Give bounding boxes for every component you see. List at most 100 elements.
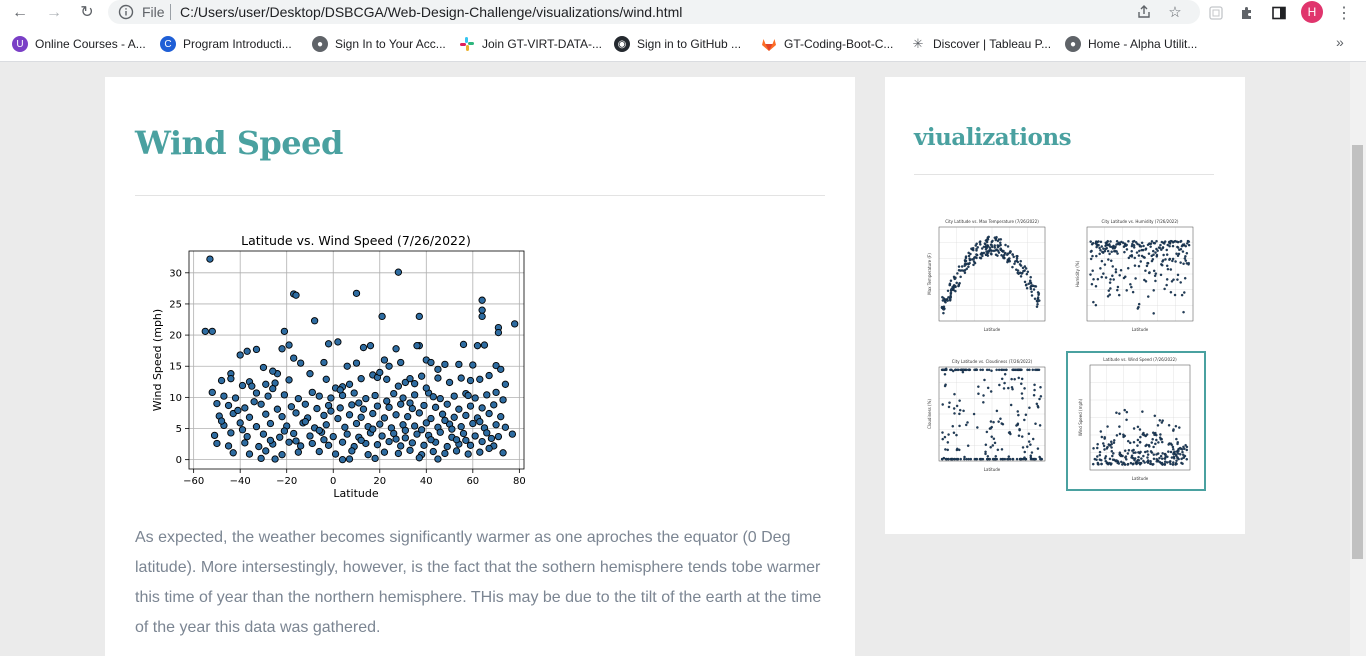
extensions-icon[interactable] <box>1236 2 1258 24</box>
thumbnail-point <box>1105 461 1109 465</box>
thumbnail-point <box>985 240 989 244</box>
thumbnail-point <box>1106 445 1109 449</box>
thumbnail-point <box>992 249 996 253</box>
bookmark-github-sign-in[interactable]: ◉ Sign in to GitHub ... <box>614 35 741 53</box>
thumbnail-point <box>962 368 965 372</box>
data-point <box>297 359 305 367</box>
thumbnail-point <box>1007 457 1010 461</box>
more-bookmarks-chevron-icon[interactable]: » <box>1336 34 1344 50</box>
thumbnail-point <box>1125 418 1128 422</box>
data-point <box>464 450 472 458</box>
thumbnail-point <box>1098 458 1102 461</box>
thumbnail-point <box>1015 257 1019 260</box>
thumbnail-point <box>957 284 960 287</box>
thumbnail-point <box>1152 431 1155 434</box>
data-point <box>315 426 323 435</box>
thumbnail-point <box>1161 419 1164 422</box>
thumbnail-humidity[interactable]: City Latitude vs. Humidity (7/26/2022) La… <box>1071 217 1201 337</box>
scrollbar-thumb[interactable] <box>1352 145 1363 559</box>
reload-icon[interactable]: ↻ <box>80 4 94 21</box>
tableau-icon: ✳ <box>912 36 924 51</box>
thumbnail-point <box>1089 273 1092 276</box>
thumbnail-point <box>1100 462 1103 466</box>
thumbnail-cloudiness[interactable]: City Latitude vs. Cloudiness (7/26/2022)… <box>923 357 1053 477</box>
thumbnail-point <box>960 265 964 268</box>
thumbnail-point <box>1092 278 1095 281</box>
thumbnail-wind-speed[interactable]: Latitude vs. Wind Speed (7/26/2022) Latit… <box>1066 351 1206 491</box>
thumbnail-point <box>1171 244 1175 248</box>
bookmark-home-alpha-utilities[interactable]: ● Home - Alpha Utilit... <box>1065 35 1197 53</box>
thumbnail-point <box>1107 258 1110 261</box>
thumbnail-point <box>1179 453 1182 456</box>
menu-kebab-icon[interactable]: ⋮ <box>1336 5 1352 22</box>
data-point <box>411 380 419 388</box>
thumbnail-point <box>1140 248 1143 252</box>
thumbnail-point <box>1002 249 1005 253</box>
thumbnail-point <box>944 367 948 371</box>
thumbnail-point <box>1163 457 1167 460</box>
info-icon[interactable] <box>118 4 134 20</box>
bookmarks-bar: U Online Courses - A... C Program Introd… <box>0 25 1366 62</box>
address-bar[interactable]: File C:/Users/user/Desktop/DSBCGA/Web-De… <box>108 0 1200 24</box>
thumbnail-point <box>1150 254 1153 258</box>
thumbnail-point <box>1147 252 1151 255</box>
back-arrow-icon[interactable]: ← <box>12 4 28 21</box>
thumbnail-point <box>1160 240 1164 244</box>
bookmark-star-icon[interactable]: ☆ <box>1168 4 1182 21</box>
bookmark-sign-in-account[interactable]: ● Sign In to Your Acc... <box>312 35 446 53</box>
data-point <box>201 327 209 335</box>
thumbnail-point <box>983 378 986 382</box>
side-panel-icon[interactable] <box>1268 2 1290 24</box>
thumbnail-max-temperature[interactable]: City Latitude vs. Max Temperature (7/26/… <box>923 217 1053 337</box>
thumbnail-point <box>941 403 944 406</box>
thumbnail-point <box>967 265 970 269</box>
thumbnail-point <box>1108 293 1111 296</box>
thumbnail-point <box>980 457 983 461</box>
thumbnail-point <box>1158 419 1162 422</box>
thumbnail-point <box>1169 239 1172 243</box>
data-point <box>466 376 475 385</box>
thumbnail-point <box>1154 279 1157 283</box>
data-point <box>285 376 293 384</box>
data-point <box>308 439 316 448</box>
thumbnail-point <box>1100 435 1104 439</box>
thumbnail-point <box>1018 263 1022 266</box>
data-point <box>238 381 247 390</box>
thumbnail-point <box>964 255 968 258</box>
data-point <box>417 426 426 434</box>
bookmark-label: Sign in to GitHub ... <box>637 37 742 51</box>
thumbnail-point <box>948 283 951 287</box>
thumbnail-point <box>1133 458 1136 462</box>
data-point <box>497 413 505 421</box>
data-point <box>490 401 498 409</box>
thumbnail-point <box>1112 441 1116 444</box>
x-tick-label: −40 <box>230 476 251 487</box>
thumbnail-point <box>1038 299 1041 302</box>
bookmark-join-gt-virt-data[interactable]: Join GT-VIRT-DATA-... <box>459 35 602 53</box>
thumbnail-point <box>1116 252 1119 255</box>
profile-avatar[interactable]: H <box>1301 1 1323 23</box>
thumbnail-point <box>989 427 992 430</box>
extension-puzzle-outline-icon[interactable] <box>1205 2 1227 24</box>
thumbnail-point <box>999 417 1002 420</box>
thumbnail-point <box>1154 442 1157 446</box>
bookmark-discover-tableau[interactable]: ✳ Discover | Tableau P... <box>910 35 1052 53</box>
url-text[interactable]: C:/Users/user/Desktop/DSBCGA/Web-Design-… <box>180 4 683 20</box>
bookmark-program-introduction[interactable]: C Program Introducti... <box>160 35 292 53</box>
bookmark-gt-coding-boot-camp[interactable]: GT-Coding-Boot-C... <box>761 35 893 53</box>
thumbnail-point <box>984 450 987 454</box>
share-icon[interactable] <box>1135 3 1153 21</box>
thumbnail-point <box>1132 451 1135 455</box>
thumbnail-point <box>989 248 992 251</box>
data-point <box>243 347 251 355</box>
thumbnail-point <box>943 373 947 376</box>
forward-arrow-icon[interactable]: → <box>46 4 62 21</box>
y-tick-label: 30 <box>169 268 182 279</box>
thumbnail-point <box>1171 463 1175 466</box>
thumbnail-point <box>1092 300 1095 304</box>
thumbnail-point <box>1027 282 1030 286</box>
data-point <box>450 413 458 421</box>
thumbnail-point <box>956 457 960 461</box>
thumbnail-point <box>952 407 956 410</box>
bookmark-online-courses[interactable]: U Online Courses - A... <box>12 35 146 53</box>
